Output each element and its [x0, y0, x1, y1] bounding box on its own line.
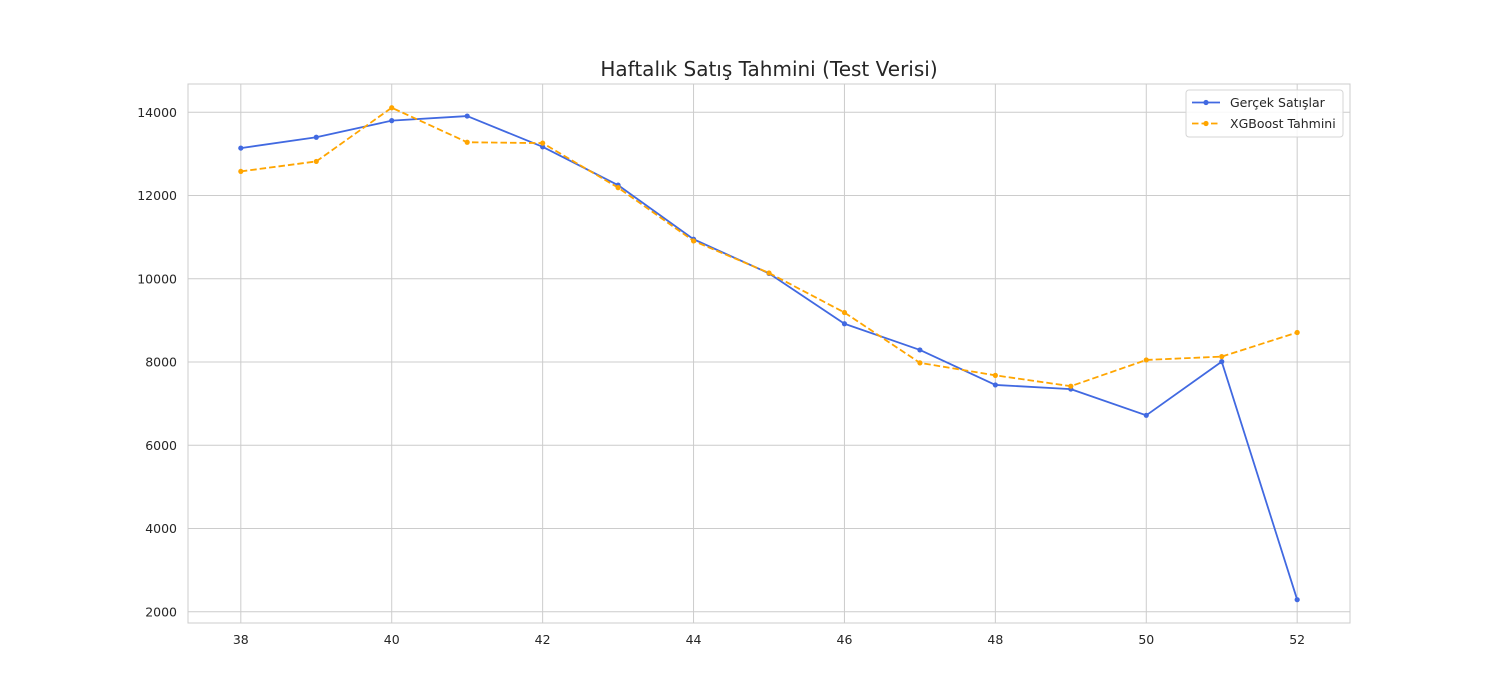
series-1-point	[1143, 412, 1149, 418]
y-tick-label: 10000	[137, 271, 177, 286]
series-2-point	[389, 105, 395, 111]
legend-label-2: XGBoost Tahmini	[1230, 116, 1336, 131]
x-tick-label: 52	[1289, 632, 1305, 647]
legend-marker-2	[1203, 120, 1209, 127]
y-tick-label: 14000	[137, 105, 177, 120]
y-tick-label: 12000	[137, 188, 177, 203]
series-1-point	[540, 144, 546, 150]
series-line-2	[240, 106, 1298, 388]
series-1-point	[992, 382, 998, 388]
series-2-point	[841, 309, 848, 316]
y-tick-label: 2000	[145, 604, 177, 619]
series-2-point	[1068, 383, 1074, 389]
series-line-1	[240, 115, 1299, 600]
series-2-point	[313, 158, 319, 165]
x-tick-label: 50	[1138, 632, 1154, 647]
series-2-point	[766, 270, 772, 276]
series-2-point	[992, 372, 998, 378]
series-2-point	[1294, 329, 1300, 336]
chart-title: Haftalık Satış Tahmini (Test Verisi)	[600, 57, 937, 81]
legend-box	[1185, 89, 1344, 138]
x-tick-label: 42	[535, 632, 551, 647]
series-1-point	[917, 347, 923, 353]
series-1-point	[389, 118, 395, 124]
y-tick-label: 8000	[145, 355, 177, 370]
legend-marker-1	[1203, 99, 1209, 106]
x-tick-label: 46	[837, 632, 853, 647]
series-2-point	[540, 140, 546, 146]
series-2-point	[690, 238, 697, 244]
x-tick-label: 48	[987, 632, 1003, 647]
series-2-point	[1143, 357, 1149, 363]
series-1-point	[1219, 359, 1225, 365]
x-tick-label: 44	[686, 632, 702, 647]
plot-frame	[187, 83, 1351, 624]
legend: Gerçek Satışlar XGBoost Tahmini	[1185, 89, 1344, 138]
x-tick-label: 40	[384, 632, 400, 647]
series-2-point	[464, 139, 470, 145]
series-1-point	[238, 145, 244, 151]
y-tick-label: 4000	[145, 521, 177, 536]
series-2-point	[615, 185, 621, 191]
series-1-point	[464, 113, 470, 119]
series-1-point	[841, 321, 848, 327]
series-1-point	[1294, 597, 1300, 603]
series-1-point	[313, 134, 319, 140]
legend-label-1: Gerçek Satışlar	[1230, 95, 1326, 110]
plot-area: 38 40 42 44 46 48 50 52 2000 4000 6000 8000 10000 120…	[137, 83, 1351, 647]
x-tick-label: 38	[233, 632, 249, 647]
series-2-point	[238, 168, 244, 175]
y-tick-label: 6000	[145, 438, 177, 453]
series-2-point	[1219, 354, 1225, 360]
series-2-point	[917, 360, 923, 366]
